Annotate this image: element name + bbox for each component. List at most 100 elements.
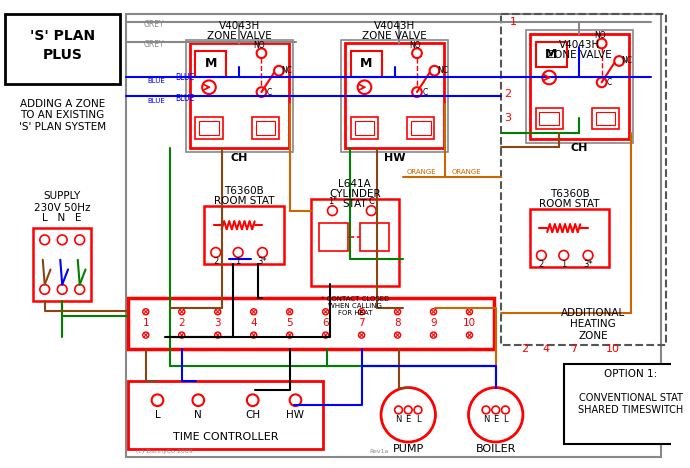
Circle shape (414, 406, 422, 414)
Text: NC: NC (622, 57, 633, 66)
Text: 8: 8 (394, 318, 401, 329)
Text: V4043H: V4043H (559, 40, 600, 51)
Circle shape (193, 395, 204, 406)
Circle shape (466, 309, 473, 315)
Text: NO: NO (254, 41, 266, 50)
Circle shape (404, 406, 412, 414)
Circle shape (431, 332, 437, 338)
Text: E: E (493, 415, 498, 424)
Circle shape (40, 285, 50, 294)
Text: C: C (266, 88, 272, 96)
Text: L   N   E: L N E (43, 213, 82, 223)
FancyBboxPatch shape (345, 44, 444, 148)
Circle shape (395, 309, 401, 315)
Text: M: M (205, 58, 217, 70)
Circle shape (75, 235, 85, 245)
Text: BOILER: BOILER (475, 444, 516, 454)
Circle shape (366, 206, 376, 216)
Text: NO: NO (594, 31, 606, 40)
Circle shape (542, 71, 556, 84)
Text: M: M (545, 48, 558, 61)
Circle shape (152, 395, 164, 406)
Circle shape (381, 388, 435, 442)
Text: ORANGE: ORANGE (406, 169, 436, 175)
Text: 7: 7 (358, 318, 365, 329)
Circle shape (322, 309, 328, 315)
Text: V4043H: V4043H (219, 21, 259, 31)
Text: ADDING A ZONE
TO AN EXISTING
'S' PLAN SYSTEM: ADDING A ZONE TO AN EXISTING 'S' PLAN SY… (19, 99, 106, 132)
FancyBboxPatch shape (204, 206, 284, 264)
Text: C: C (368, 197, 374, 206)
FancyBboxPatch shape (535, 42, 566, 67)
Text: BLUE: BLUE (148, 98, 166, 104)
Circle shape (328, 206, 337, 216)
Text: CYLINDER: CYLINDER (329, 189, 381, 199)
Circle shape (247, 395, 259, 406)
Text: * CONTACT CLOSED
WHEN CALLING
FOR HEAT: * CONTACT CLOSED WHEN CALLING FOR HEAT (321, 296, 389, 316)
Circle shape (431, 309, 437, 315)
Text: E: E (406, 415, 411, 424)
Circle shape (482, 406, 490, 414)
Text: 5: 5 (286, 318, 293, 329)
Text: 4: 4 (543, 344, 550, 354)
Circle shape (395, 406, 402, 414)
FancyBboxPatch shape (199, 121, 219, 135)
Text: V4043H: V4043H (374, 21, 415, 31)
Text: TIME CONTROLLER: TIME CONTROLLER (172, 432, 278, 442)
Text: 2: 2 (522, 344, 529, 354)
Text: 3: 3 (215, 318, 221, 329)
FancyBboxPatch shape (530, 209, 609, 267)
Text: NC: NC (437, 66, 448, 75)
Text: 10: 10 (605, 344, 620, 354)
Text: L641A: L641A (338, 179, 371, 190)
FancyBboxPatch shape (535, 108, 563, 129)
Text: 3: 3 (504, 113, 511, 124)
Text: 2: 2 (179, 318, 185, 329)
FancyBboxPatch shape (540, 111, 559, 125)
Text: 2: 2 (213, 257, 219, 266)
Text: HW: HW (286, 410, 304, 420)
Circle shape (250, 309, 257, 315)
Text: STAT: STAT (342, 199, 367, 209)
Circle shape (583, 250, 593, 260)
Text: C: C (607, 78, 612, 87)
Text: 1": 1" (328, 197, 337, 206)
Text: ROOM STAT: ROOM STAT (214, 196, 274, 206)
Circle shape (597, 39, 607, 48)
Circle shape (40, 235, 50, 245)
FancyBboxPatch shape (311, 199, 399, 286)
Circle shape (614, 56, 624, 66)
Circle shape (469, 388, 523, 442)
Circle shape (75, 285, 85, 294)
FancyBboxPatch shape (5, 15, 119, 84)
FancyBboxPatch shape (190, 44, 288, 148)
Circle shape (359, 332, 364, 338)
Text: BLUE: BLUE (175, 73, 194, 81)
Circle shape (274, 66, 284, 75)
Circle shape (211, 248, 221, 257)
FancyBboxPatch shape (355, 121, 374, 135)
Circle shape (502, 406, 509, 414)
Text: 'S' PLAN: 'S' PLAN (30, 29, 95, 43)
Text: GREY: GREY (144, 40, 164, 49)
Text: N: N (195, 410, 202, 420)
Text: NO: NO (409, 41, 421, 50)
Text: T6360B: T6360B (550, 189, 589, 199)
Circle shape (179, 309, 185, 315)
Text: 3*: 3* (583, 260, 593, 269)
Circle shape (143, 332, 149, 338)
FancyBboxPatch shape (195, 117, 223, 139)
Circle shape (57, 235, 67, 245)
Text: BLUE: BLUE (175, 94, 194, 103)
Text: 2: 2 (504, 89, 511, 99)
Circle shape (537, 250, 546, 260)
FancyBboxPatch shape (407, 117, 435, 139)
Circle shape (250, 332, 257, 338)
Text: OPTION 1:: OPTION 1: (604, 369, 658, 379)
Text: HW: HW (384, 153, 406, 163)
Text: ZONE VALVE: ZONE VALVE (362, 31, 427, 41)
Text: Rev1a: Rev1a (369, 449, 388, 454)
Circle shape (466, 332, 473, 338)
Text: 10: 10 (463, 318, 476, 329)
FancyBboxPatch shape (33, 228, 91, 301)
